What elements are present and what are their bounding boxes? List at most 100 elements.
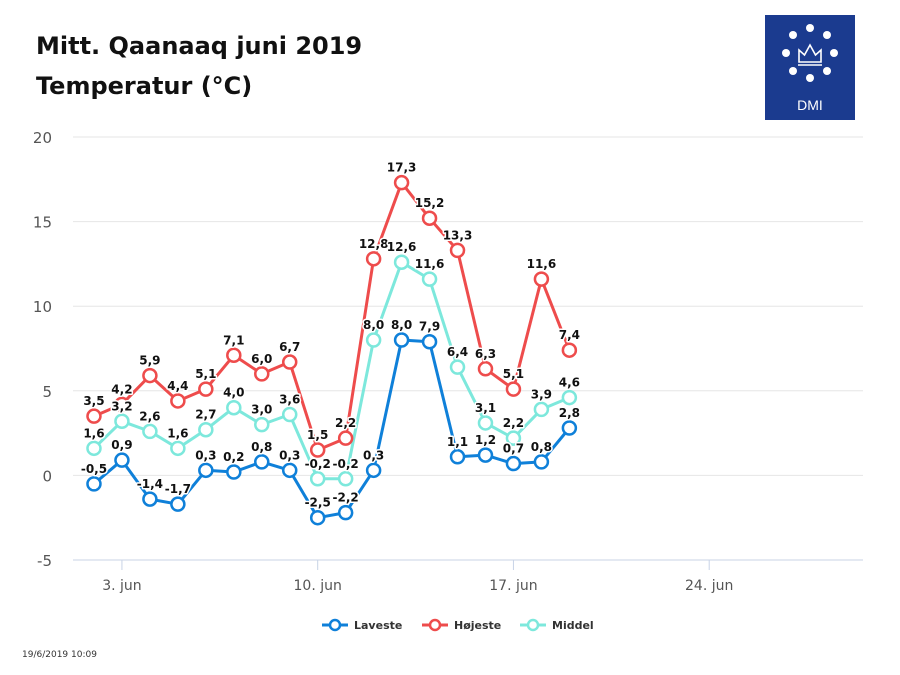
data-label-middel: -0,2	[333, 457, 359, 471]
data-label-halo: 5,1	[195, 367, 216, 381]
data-label-middel: 1,6	[83, 426, 104, 440]
data-label-middel: 3,9	[531, 387, 552, 401]
data-label-halo: 0,8	[531, 440, 552, 454]
data-label-middel: 8,0	[363, 318, 384, 332]
x-tick-label: 24. jun	[685, 578, 733, 594]
data-label-laveste: -1,4	[137, 477, 163, 491]
data-label-hojeste: 6,3	[475, 347, 496, 361]
data-label-laveste: 2,8	[559, 406, 580, 420]
data-label-halo: 4,6	[559, 376, 580, 390]
y-tick-label: -5	[37, 552, 52, 570]
data-point-middel	[281, 406, 298, 423]
data-label-halo: 2,7	[195, 408, 216, 422]
y-tick-label: 5	[42, 383, 52, 401]
logo-text: DMI	[797, 97, 823, 113]
legend-marker-laveste-icon	[322, 618, 348, 632]
y-tick-label: 0	[42, 467, 52, 485]
data-point-hojeste	[477, 361, 494, 377]
chart-title-line1: Mitt. Qaanaaq juni 2019	[36, 32, 363, 60]
data-label-hojeste: 6,0	[251, 352, 272, 366]
data-label-hojeste: 15,2	[415, 196, 445, 210]
data-label-halo: -0,2	[305, 457, 331, 471]
data-point-laveste	[533, 454, 550, 470]
data-point-middel	[449, 359, 466, 375]
data-point-middel	[254, 416, 270, 433]
legend-label-middel: Middel	[552, 618, 594, 632]
data-label-halo: 4,0	[223, 386, 244, 400]
data-label-middel: 3,0	[251, 403, 272, 417]
data-point-middel	[393, 254, 410, 270]
timestamp: 19/6/2019 10:09	[22, 650, 97, 660]
data-point-middel	[477, 415, 494, 431]
data-label-halo: 7,1	[223, 333, 244, 347]
data-label-middel: 3,6	[279, 392, 300, 406]
data-point-hojeste	[337, 430, 354, 446]
data-point-hojeste	[393, 174, 410, 191]
data-label-middel: 3,2	[111, 399, 132, 413]
legend-marker-middel-icon	[520, 618, 546, 632]
data-label-hojeste: 17,3	[387, 161, 417, 175]
series-line-middel	[92, 260, 570, 481]
data-point-laveste	[561, 420, 578, 436]
data-label-hojeste: 1,5	[307, 428, 328, 442]
data-label-laveste: 1,2	[475, 433, 496, 447]
data-label-halo: 0,2	[223, 450, 244, 464]
data-label-halo: -0,5	[81, 462, 107, 476]
data-label-middel: 6,4	[447, 345, 468, 359]
data-label-laveste: 0,7	[503, 442, 524, 456]
data-label-middel: 4,6	[559, 376, 580, 390]
data-label-hojeste: 7,1	[223, 333, 244, 347]
data-label-hojeste: 4,2	[111, 382, 132, 396]
data-point-hojeste	[365, 251, 382, 267]
data-label-hojeste: 5,1	[503, 367, 524, 381]
data-label-halo: -2,2	[333, 491, 359, 505]
data-label-middel: -0,2	[305, 457, 331, 471]
data-label-hojeste: 11,6	[527, 257, 557, 271]
data-label-laveste: 0,3	[195, 448, 216, 462]
data-label-halo: 2,2	[503, 416, 524, 430]
data-label-halo: 0,3	[195, 448, 216, 462]
data-label-hojeste: 3,5	[83, 394, 104, 408]
data-point-middel	[226, 399, 242, 416]
data-label-halo: 2,2	[335, 416, 356, 430]
data-point-middel	[505, 430, 522, 446]
data-point-middel	[114, 413, 130, 430]
legend-item-hojeste[interactable]: Højeste	[420, 617, 501, 633]
data-point-laveste	[393, 332, 410, 348]
data-label-halo: 3,6	[279, 392, 300, 406]
data-label-halo: 2,6	[139, 409, 160, 423]
data-point-hojeste	[505, 381, 522, 397]
data-label-halo: 3,9	[531, 387, 552, 401]
data-point-laveste	[114, 452, 130, 468]
data-point-laveste	[421, 333, 438, 350]
data-point-laveste	[449, 449, 466, 465]
data-label-halo: 12,6	[387, 240, 417, 254]
data-label-laveste: -2,5	[305, 496, 331, 510]
data-point-laveste	[337, 504, 354, 521]
data-point-hojeste	[309, 442, 326, 458]
x-tick-label: 17. jun	[489, 578, 537, 594]
legend-item-laveste[interactable]: Laveste	[320, 617, 402, 633]
y-tick-label: 10	[33, 298, 52, 316]
data-label-halo: -0,2	[333, 457, 359, 471]
data-point-hojeste	[254, 366, 270, 382]
data-point-middel	[142, 423, 158, 440]
data-point-laveste	[86, 476, 102, 492]
data-label-laveste: 0,2	[223, 450, 244, 464]
y-tick-label: 15	[33, 214, 52, 232]
legend-item-middel[interactable]: Middel	[518, 617, 594, 633]
data-point-middel	[170, 440, 186, 457]
data-label-halo: 1,5	[307, 428, 328, 442]
data-label-middel: 3,1	[475, 401, 496, 415]
data-label-laveste: 1,1	[447, 435, 468, 449]
x-tick-label: 3. jun	[102, 578, 141, 594]
data-label-halo: 1,2	[475, 433, 496, 447]
data-label-laveste: -0,5	[81, 462, 107, 476]
data-label-halo: 1,6	[167, 426, 188, 440]
data-label-halo: 0,7	[503, 442, 524, 456]
data-label-halo: 3,2	[111, 399, 132, 413]
data-label-halo: 8,0	[363, 318, 384, 332]
data-label-middel: 2,2	[503, 416, 524, 430]
data-point-hojeste	[449, 242, 466, 259]
